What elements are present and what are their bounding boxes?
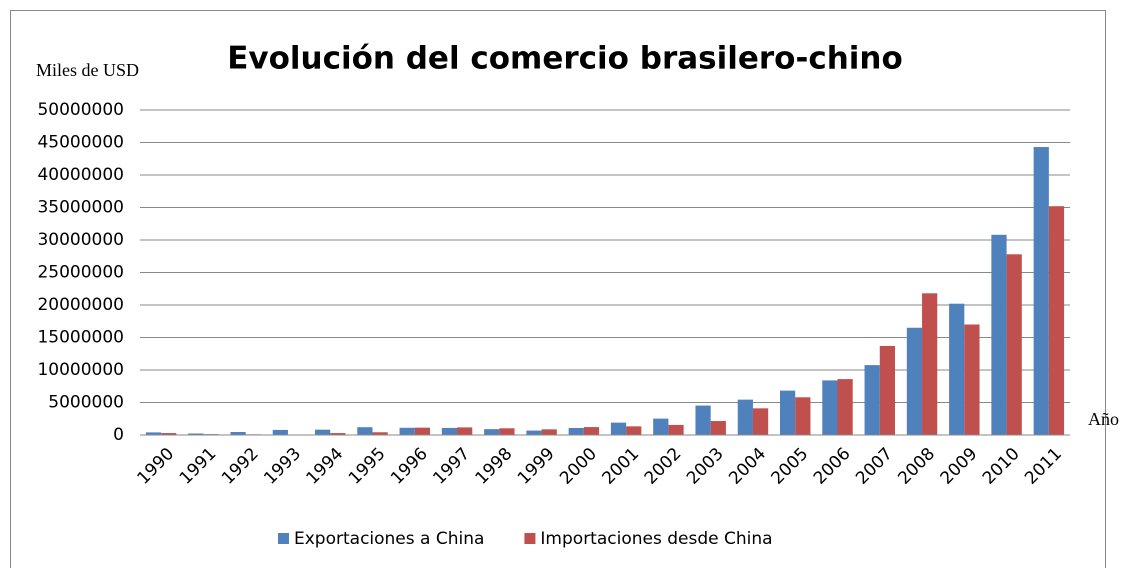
bar bbox=[752, 408, 769, 435]
x-tick-label: 2006 bbox=[810, 444, 855, 489]
bar bbox=[949, 303, 965, 435]
bar bbox=[499, 428, 515, 435]
x-tick-label: 1999 bbox=[514, 444, 559, 489]
legend-label: Exportaciones a China bbox=[294, 529, 484, 549]
bar bbox=[330, 433, 346, 435]
bar bbox=[837, 379, 853, 435]
legend-swatch bbox=[278, 533, 289, 544]
bar bbox=[695, 405, 711, 435]
x-tick-label: 2009 bbox=[937, 444, 982, 489]
bar bbox=[626, 426, 642, 435]
x-tick-label: 2000 bbox=[556, 444, 601, 489]
x-tick-label: 2010 bbox=[979, 444, 1024, 489]
y-axis-label: Miles de USD bbox=[36, 60, 139, 80]
legend-swatch bbox=[524, 533, 536, 544]
bar bbox=[161, 433, 177, 435]
bar bbox=[484, 429, 500, 435]
y-tick-label: 5000000 bbox=[48, 393, 124, 413]
legend-label: Importaciones desde China bbox=[540, 529, 772, 549]
bar bbox=[272, 429, 288, 435]
bar bbox=[372, 432, 388, 435]
y-tick-label: 30000000 bbox=[37, 230, 124, 250]
y-tick-label: 25000000 bbox=[37, 263, 124, 283]
bar bbox=[399, 427, 415, 435]
x-tick-label: 1990 bbox=[133, 444, 178, 489]
bar bbox=[906, 327, 923, 435]
x-tick-label: 1995 bbox=[345, 444, 390, 489]
x-tick-label: 1997 bbox=[429, 444, 474, 489]
bar bbox=[526, 430, 542, 435]
x-tick-label: 1992 bbox=[218, 444, 263, 489]
bar bbox=[610, 422, 627, 435]
bar bbox=[780, 390, 796, 435]
x-tick-label: 2003 bbox=[683, 444, 728, 489]
bar bbox=[991, 234, 1007, 435]
y-tick-label: 0 bbox=[113, 425, 124, 445]
x-tick-label: 1991 bbox=[176, 444, 221, 489]
bar bbox=[441, 427, 458, 435]
bar bbox=[822, 380, 838, 435]
y-tick-label: 50000000 bbox=[37, 100, 124, 120]
bar bbox=[922, 293, 938, 435]
y-tick-label: 40000000 bbox=[37, 165, 124, 185]
bar bbox=[568, 427, 584, 435]
x-tick-label: 2007 bbox=[852, 444, 897, 489]
x-tick-label: 2004 bbox=[725, 444, 770, 489]
bar bbox=[315, 429, 331, 435]
y-tick-label: 15000000 bbox=[37, 328, 124, 348]
bar bbox=[653, 418, 669, 435]
bar bbox=[710, 421, 726, 435]
x-tick-label: 1994 bbox=[303, 444, 348, 489]
bar bbox=[668, 424, 684, 435]
x-tick-label: 2005 bbox=[768, 444, 813, 489]
bar bbox=[188, 433, 204, 435]
y-tick-label: 35000000 bbox=[37, 198, 124, 218]
x-tick-label: 2008 bbox=[894, 444, 939, 489]
bar bbox=[457, 427, 473, 435]
bar bbox=[583, 427, 600, 435]
bar bbox=[541, 429, 557, 435]
chart-border bbox=[10, 10, 1106, 568]
y-tick-label: 45000000 bbox=[37, 133, 124, 153]
bar bbox=[964, 324, 980, 435]
bar bbox=[1048, 206, 1065, 435]
bar bbox=[145, 432, 162, 435]
chart-title: Evolución del comercio brasilero-chino bbox=[227, 41, 903, 77]
bar bbox=[230, 432, 246, 435]
x-tick-label: 1993 bbox=[260, 444, 305, 489]
bar bbox=[357, 427, 373, 435]
bar bbox=[414, 427, 430, 435]
x-tick-label: 2002 bbox=[641, 444, 686, 489]
bar bbox=[1006, 254, 1022, 435]
x-tick-label: 2011 bbox=[1021, 444, 1066, 489]
bar bbox=[1033, 147, 1049, 436]
bar bbox=[737, 399, 753, 435]
x-tick-label: 1996 bbox=[387, 444, 432, 489]
y-tick-label: 10000000 bbox=[37, 360, 124, 380]
y-tick-label: 20000000 bbox=[37, 295, 124, 315]
x-tick-label: 1998 bbox=[472, 444, 517, 489]
bar bbox=[795, 397, 811, 435]
bar bbox=[879, 345, 895, 435]
x-tick-label: 2001 bbox=[598, 444, 643, 489]
bar bbox=[864, 365, 880, 435]
x-axis-label: Año bbox=[1088, 409, 1119, 429]
